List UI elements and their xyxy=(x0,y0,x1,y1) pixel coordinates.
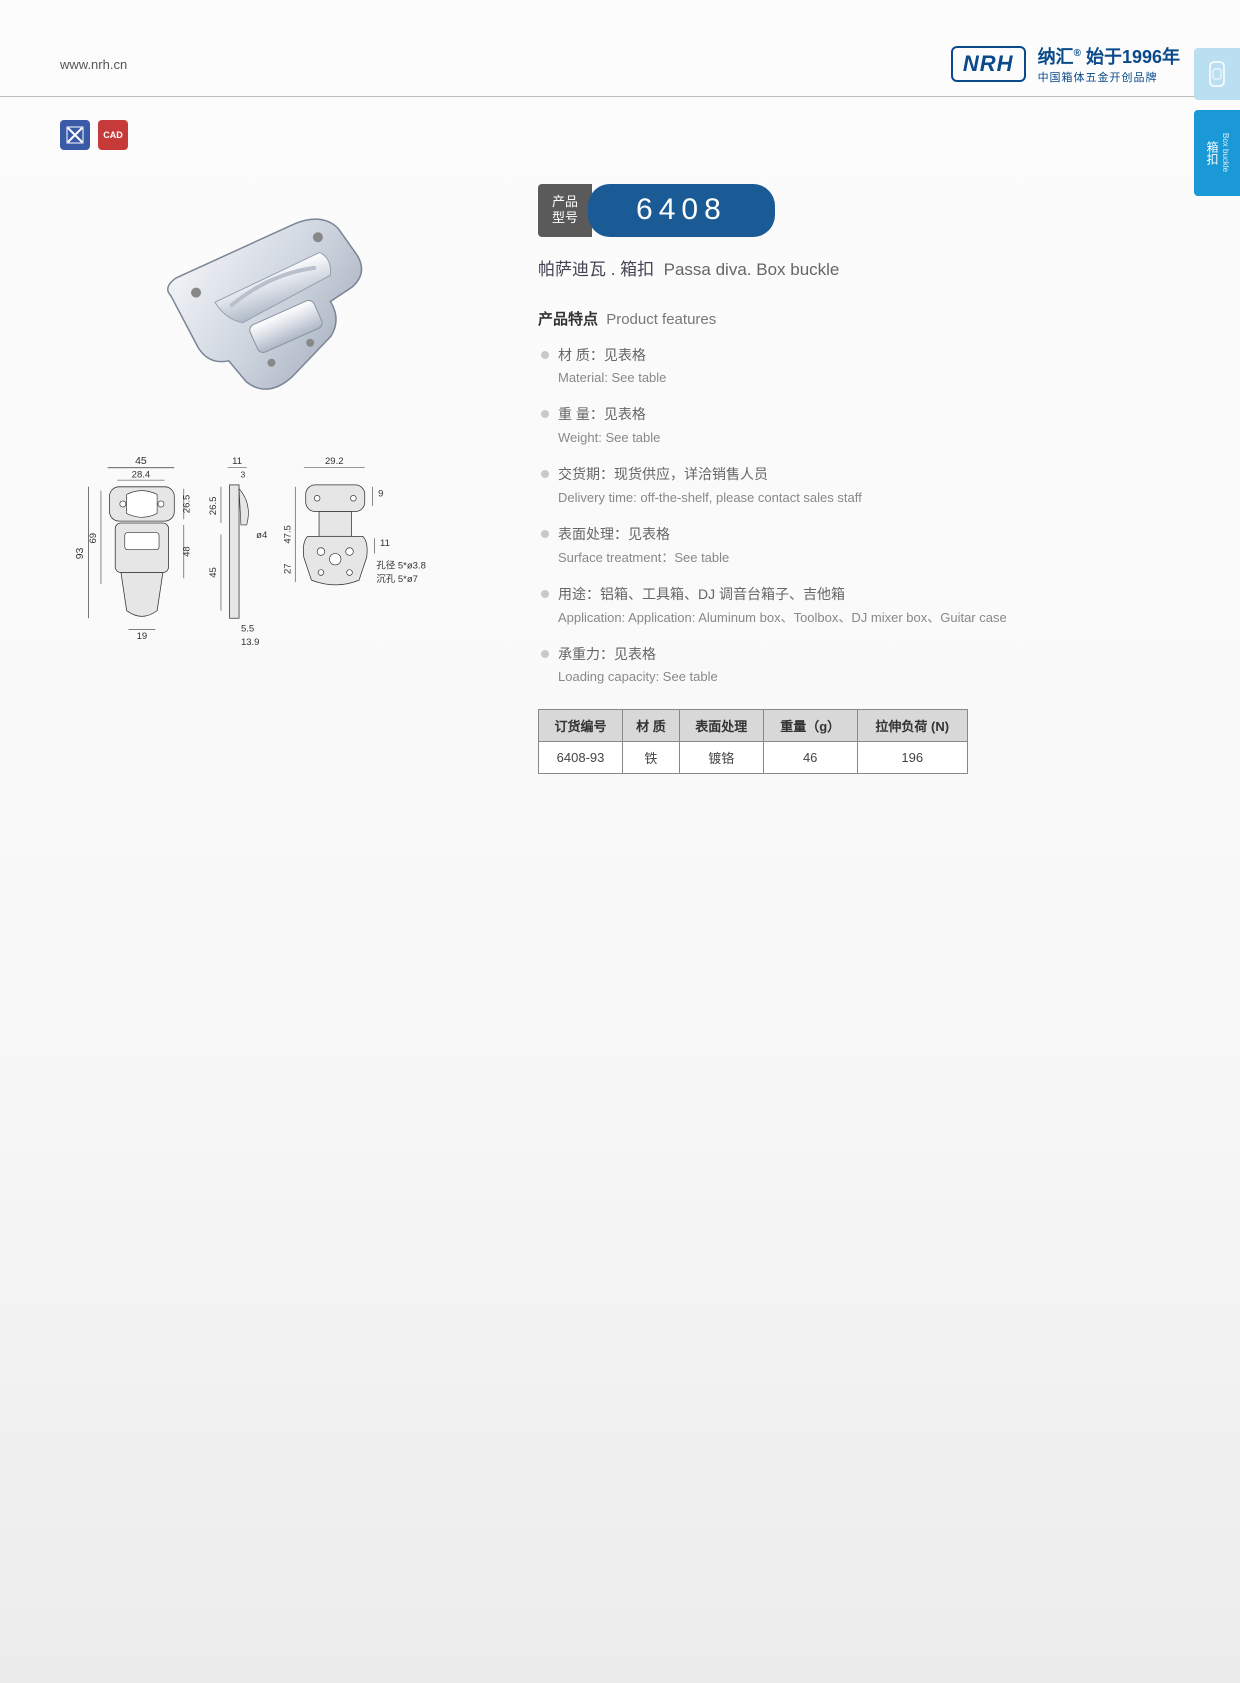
svg-text:11: 11 xyxy=(232,456,242,467)
svg-text:沉孔 5*ø7: 沉孔 5*ø7 xyxy=(376,574,418,585)
side-tab-category: Box buckle 箱扣 xyxy=(1194,110,1240,196)
svg-text:47.5: 47.5 xyxy=(282,525,293,544)
features-heading: 产品特点 Product features xyxy=(538,308,1180,329)
feature-item: 材 质：见表格Material: See table xyxy=(538,345,1180,389)
product-photo xyxy=(120,194,430,424)
brand-line1: 纳汇® 始于1996年 xyxy=(1038,43,1180,69)
svg-text:69: 69 xyxy=(88,533,99,544)
feature-item: 用途：铝箱、工具箱、DJ 调音台箱子、吉他箱Application: Appli… xyxy=(538,584,1180,628)
svg-text:26.5: 26.5 xyxy=(208,497,219,516)
product-subtitle: 帕萨迪瓦 . 箱扣 Passa diva. Box buckle xyxy=(538,255,1180,280)
brand-tagline: 中国箱体五金开创品牌 xyxy=(1038,69,1180,85)
side-tab-icon xyxy=(1194,48,1240,100)
tool-icon xyxy=(60,120,90,150)
table-row: 6408-93铁镀铬46196 xyxy=(539,742,968,774)
model-number: 6408 xyxy=(588,184,775,237)
feature-item: 承重力：见表格Loading capacity: See table xyxy=(538,644,1180,688)
svg-text:27: 27 xyxy=(282,563,293,574)
svg-text:48: 48 xyxy=(182,546,193,557)
svg-text:9: 9 xyxy=(378,488,383,499)
features-list: 材 质：见表格Material: See table 重 量：见表格Weight:… xyxy=(538,345,1180,688)
logo: NRH xyxy=(951,46,1026,82)
table-header: 订货编号 xyxy=(539,710,623,742)
header-divider xyxy=(0,96,1240,97)
svg-text:45: 45 xyxy=(208,567,219,578)
svg-text:13.9: 13.9 xyxy=(241,637,260,648)
feature-item: 表面处理：见表格Surface treatment：See table xyxy=(538,524,1180,568)
model-badge: 产品型号 6408 xyxy=(538,184,1180,237)
svg-text:29.2: 29.2 xyxy=(325,456,344,467)
svg-text:孔径 5*ø3.8: 孔径 5*ø3.8 xyxy=(376,560,426,572)
cad-icon: CAD xyxy=(98,120,128,150)
table-header: 材 质 xyxy=(623,710,680,742)
table-header: 重量（g） xyxy=(763,710,857,742)
svg-text:45: 45 xyxy=(135,456,147,467)
svg-text:ø4: ø4 xyxy=(256,530,268,541)
svg-text:19: 19 xyxy=(137,631,148,642)
svg-text:28.4: 28.4 xyxy=(132,469,151,480)
svg-text:11: 11 xyxy=(380,538,390,549)
table-header: 表面处理 xyxy=(679,710,763,742)
feature-item: 交货期：现货供应，详洽销售人员Delivery time: off-the-sh… xyxy=(538,464,1180,508)
svg-text:26.5: 26.5 xyxy=(182,495,193,514)
svg-text:93: 93 xyxy=(75,547,86,559)
site-url: www.nrh.cn xyxy=(60,57,127,72)
spec-table: 订货编号材 质表面处理重量（g）拉伸负荷 (N) 6408-93铁镀铬46196 xyxy=(538,709,968,774)
table-header: 拉伸负荷 (N) xyxy=(857,710,967,742)
brand-block: NRH 纳汇® 始于1996年 中国箱体五金开创品牌 xyxy=(951,43,1180,85)
svg-text:3: 3 xyxy=(240,469,245,479)
feature-item: 重 量：见表格Weight: See table xyxy=(538,404,1180,448)
svg-text:5.5: 5.5 xyxy=(241,624,254,635)
technical-drawing: 45 28.4 93 69 26.5 48 19 11 3 xyxy=(60,448,460,678)
